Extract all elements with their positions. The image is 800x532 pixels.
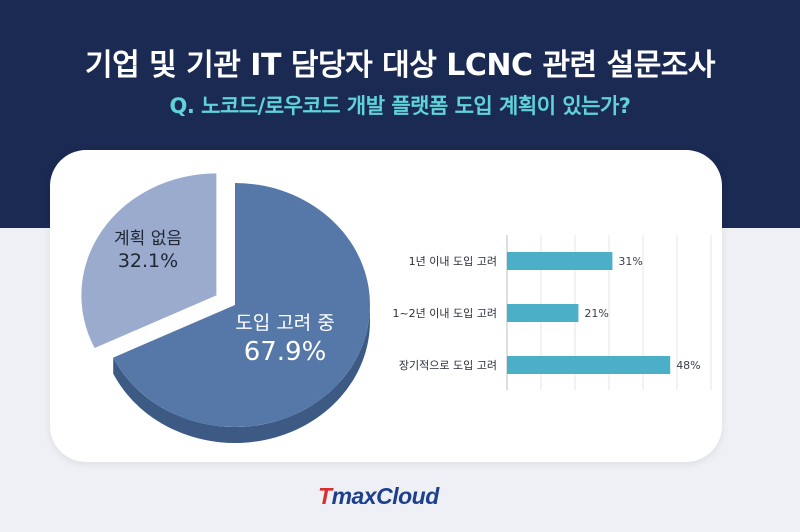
- bar-value-label: 31%: [618, 255, 642, 268]
- survey-question: Q. 노코드/로우코드 개발 플랫폼 도입 계획이 있는가?: [169, 94, 631, 118]
- tmaxcloud-logo: TmaxCloud: [318, 483, 439, 509]
- pie-label-considering-name: 도입 고려 중: [235, 312, 335, 334]
- bar: [507, 252, 613, 270]
- pie-label-considering: 도입 고려 중 67.9%: [200, 312, 370, 368]
- bar-category-label: 1년 이내 도입 고려: [409, 255, 497, 268]
- pie-slice-no-plan: [81, 173, 217, 349]
- page-title: 기업 및 기관 IT 담당자 대상 LCNC 관련 설문조사: [84, 48, 716, 83]
- bar-chart: 1년 이내 도입 고려 31% 1~2년 이내 도입 고려 21% 장기적으로 도입 고…: [392, 235, 712, 390]
- bar: [507, 356, 671, 374]
- pie-chart: [81, 173, 370, 443]
- pie-label-no-plan-value: 32.1%: [117, 250, 179, 273]
- pie-label-no-plan: 계획 없음 32.1%: [88, 229, 208, 274]
- bar: [507, 304, 579, 322]
- pie-label-considering-value: 67.9%: [243, 336, 327, 367]
- bar-value-label: 21%: [584, 307, 608, 320]
- bar-value-label: 48%: [676, 359, 700, 372]
- bar-category-label: 장기적으로 도입 고려: [399, 359, 497, 372]
- bar-category-label: 1~2년 이내 도입 고려: [392, 307, 497, 320]
- pie-slice-considering: [113, 183, 370, 427]
- pie-label-no-plan-name: 계획 없음: [114, 229, 182, 249]
